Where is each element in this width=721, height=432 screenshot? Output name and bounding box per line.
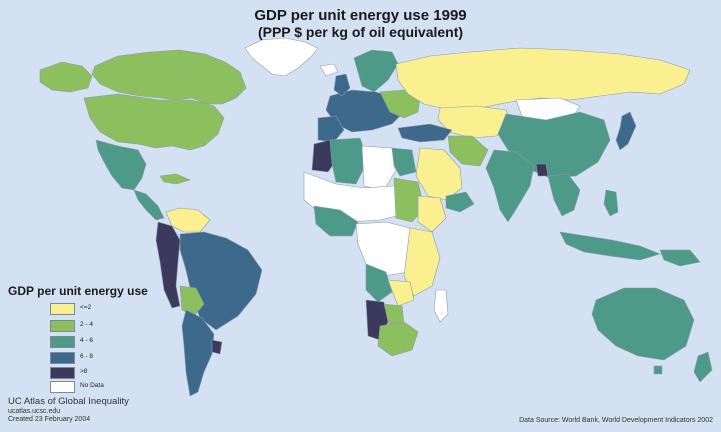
russia: [395, 47, 691, 111]
algeria: [329, 137, 369, 185]
tasmania: [653, 365, 663, 375]
legend-label: 4 - 6: [80, 337, 94, 344]
legend-swatch: [50, 381, 75, 393]
saudi-arabia: [415, 147, 463, 201]
madagascar: [433, 289, 449, 323]
cuba: [159, 173, 191, 185]
legend-swatch: [50, 336, 75, 348]
colombia-peru: [155, 221, 181, 309]
japan: [615, 111, 637, 151]
new-zealand: [693, 351, 713, 383]
iberia: [317, 115, 345, 143]
bangladesh: [535, 163, 549, 177]
west-africa: [313, 205, 359, 237]
data-source: Data Source: World Bank, World Developme…: [519, 417, 713, 424]
india: [485, 149, 535, 223]
south-africa: [377, 321, 419, 357]
angola: [365, 263, 393, 303]
east-africa: [403, 227, 441, 297]
credit-date: Created 23 February 2004: [8, 416, 91, 423]
credit-url: ucatlas.ucsc.edu: [8, 408, 61, 415]
legend-label: 6 - 8: [80, 353, 94, 360]
libya: [361, 145, 397, 191]
map-title: GDP per unit energy use 1999: [254, 7, 467, 24]
legend-label: >8: [80, 368, 88, 375]
usa: [83, 93, 225, 151]
indonesia: [559, 231, 661, 261]
turkey: [397, 123, 453, 143]
uruguay: [211, 339, 223, 355]
argentina: [181, 309, 215, 397]
legend-label: No Data: [80, 382, 104, 389]
papua-new-guinea: [659, 249, 701, 267]
scandinavia: [353, 49, 399, 93]
central-asia: [437, 105, 513, 139]
ethiopia: [417, 195, 447, 233]
eastern-europe: [379, 89, 421, 119]
uk: [333, 73, 351, 97]
legend-swatch: [50, 303, 75, 315]
legend-swatch: [50, 367, 75, 379]
credit-org: UC Atlas of Global Inequality: [8, 396, 129, 407]
iran: [447, 135, 489, 167]
zambia: [387, 279, 415, 307]
bolivia: [179, 285, 205, 317]
iceland: [319, 63, 339, 77]
venezuela: [165, 207, 211, 233]
legend-label: <=2: [80, 304, 92, 311]
canada: [91, 49, 247, 105]
legend-label: 2 - 4: [80, 321, 94, 328]
map-subtitle: (PPP $ per kg of oil equivalent): [257, 24, 464, 40]
legend-swatch: [50, 352, 75, 364]
philippines: [603, 189, 619, 217]
southeast-asia: [547, 173, 581, 217]
legend-title: GDP per unit energy use: [8, 284, 148, 298]
greenland: [244, 37, 319, 77]
yemen-oman: [445, 191, 475, 213]
egypt: [391, 147, 417, 177]
legend-swatch: [50, 320, 75, 332]
central-america: [133, 189, 165, 221]
australia: [591, 287, 695, 361]
alaska: [39, 61, 93, 93]
